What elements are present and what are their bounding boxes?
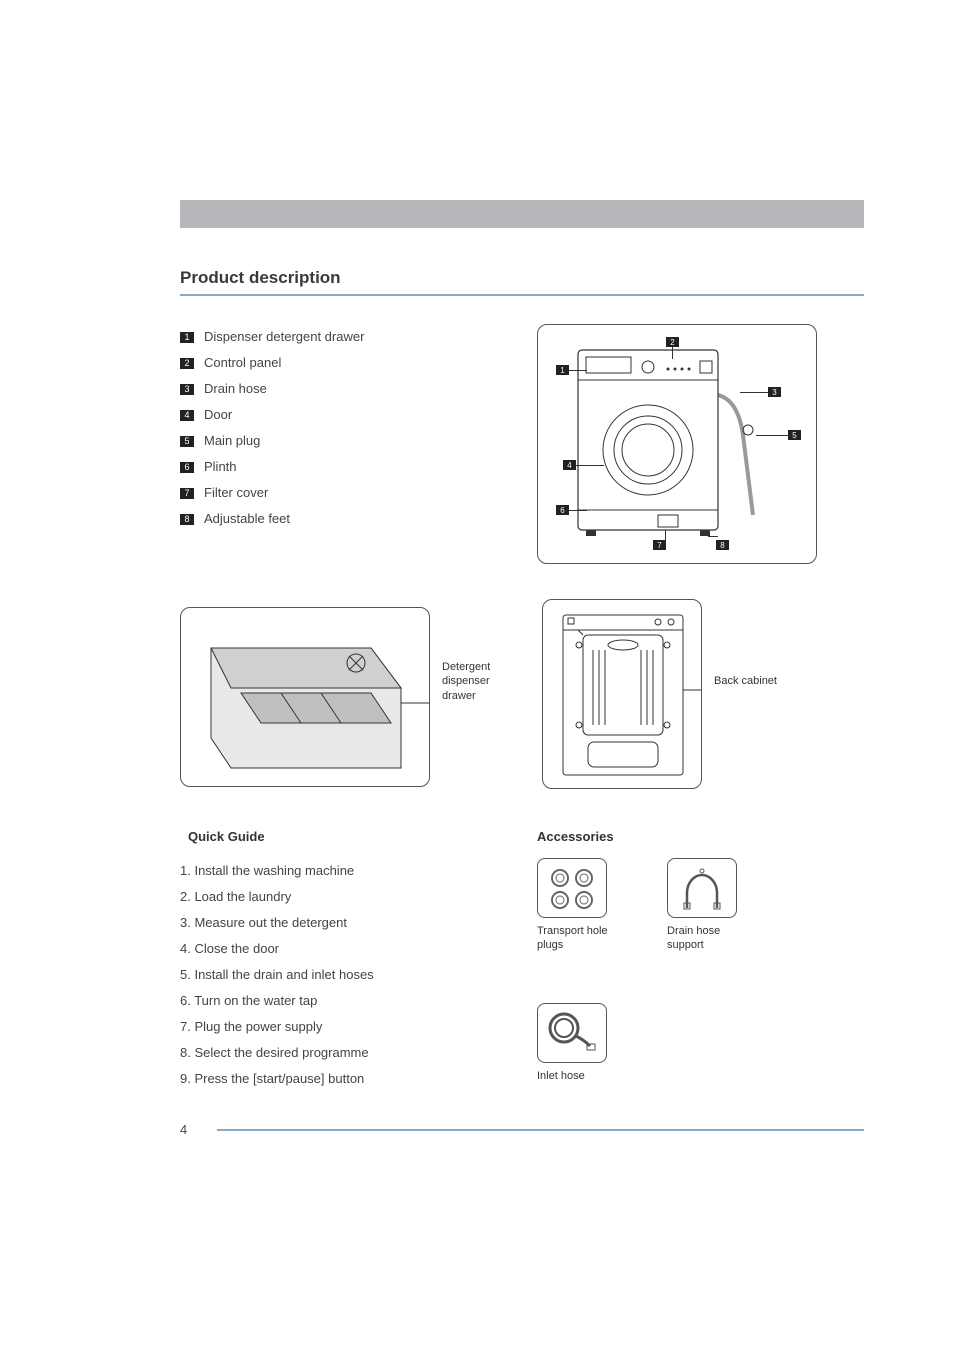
header-grey-bar [180,200,864,228]
back-cabinet-diagram [542,599,702,789]
part-label: Drain hose [204,376,267,402]
accessories-grid: Transport hole plugs Drain hose support [537,858,864,1083]
manual-page: Product description 1 Dispenser detergent… [0,0,954,1197]
callout-line [576,465,604,466]
part-label: Filter cover [204,480,268,506]
inlet-hose-icon [537,1003,607,1063]
list-item: 2. Load the laundry [180,884,507,910]
drawer-diagram [180,607,430,787]
accessory-item: Transport hole plugs [537,858,627,953]
list-item: 5. Install the drain and inlet hoses [180,962,507,988]
title-underline [180,294,864,296]
accessory-item: Inlet hose [537,1003,627,1083]
list-item: 3 Drain hose [180,376,507,402]
list-item: 7. Plug the power supply [180,1014,507,1040]
num-badge: 8 [180,514,194,525]
accessory-label: Transport hole plugs [537,924,627,953]
drawer-label: Detergent dispenser drawer [442,660,502,703]
num-badge: 1 [180,332,194,343]
drawer-icon [181,608,431,788]
callout-line [756,435,788,436]
part-label: Control panel [204,350,281,376]
list-item: 9. Press the [start/pause] button [180,1066,507,1092]
section-title: Product description [180,268,864,288]
accessory-label: Drain hose support [667,924,757,953]
callout-badge: 1 [556,365,569,375]
part-label: Main plug [204,428,260,454]
callout-badge: 5 [788,430,801,440]
list-item: 4. Close the door [180,936,507,962]
middle-row: Detergent dispenser drawer [180,564,864,789]
num-badge: 3 [180,384,194,395]
list-item: 1. Install the washing machine [180,858,507,884]
part-label: Plinth [204,454,237,480]
front-diagram: 1 2 3 5 4 6 7 8 [537,324,817,564]
part-label: Dispenser detergent drawer [204,324,364,350]
callout-line [740,392,768,393]
list-item: 3. Measure out the detergent [180,910,507,936]
callout-badge: 6 [556,505,569,515]
quick-guide-heading: Quick Guide [188,829,507,844]
page-footer: 4 [180,1092,864,1137]
num-badge: 5 [180,436,194,447]
callout-badge: 4 [563,460,576,470]
callout-line [672,347,673,359]
num-badge: 4 [180,410,194,421]
accessory-item: Drain hose support [667,858,757,953]
list-item: 1 Dispenser detergent drawer [180,324,507,350]
footer-rule [217,1129,864,1131]
callout-line [569,370,587,371]
callout-badge: 3 [768,387,781,397]
back-cabinet-icon [543,600,703,790]
transport-plugs-icon [537,858,607,918]
num-badge: 7 [180,488,194,499]
accessories-heading: Accessories [537,829,864,844]
callout-line [708,536,718,537]
list-item: 8. Select the desired programme [180,1040,507,1066]
part-label: Adjustable feet [204,506,290,532]
num-badge: 6 [180,462,194,473]
list-item: 8 Adjustable feet [180,506,507,532]
list-item: 4 Door [180,402,507,428]
accessory-label: Inlet hose [537,1069,627,1083]
back-cabinet-label: Back cabinet [714,674,777,688]
list-item: 6 Plinth [180,454,507,480]
quick-guide-list: 1. Install the washing machine 2. Load t… [180,858,507,1092]
list-item: 5 Main plug [180,428,507,454]
part-label: Door [204,402,232,428]
list-item: 2 Control panel [180,350,507,376]
bottom-row: Quick Guide 1. Install the washing machi… [180,789,864,1092]
washer-front-icon [538,325,818,565]
callout-badge: 2 [666,337,679,347]
list-item: 7 Filter cover [180,480,507,506]
parts-list: 1 Dispenser detergent drawer 2 Control pan… [180,324,507,532]
page-number: 4 [180,1122,187,1137]
top-row: 1 Dispenser detergent drawer 2 Control pan… [180,324,864,564]
callout-badge: 7 [653,540,666,550]
callout-line [569,510,587,511]
drain-support-icon [667,858,737,918]
num-badge: 2 [180,358,194,369]
callout-line [665,530,666,541]
list-item: 6. Turn on the water tap [180,988,507,1014]
callout-badge: 8 [716,540,729,550]
